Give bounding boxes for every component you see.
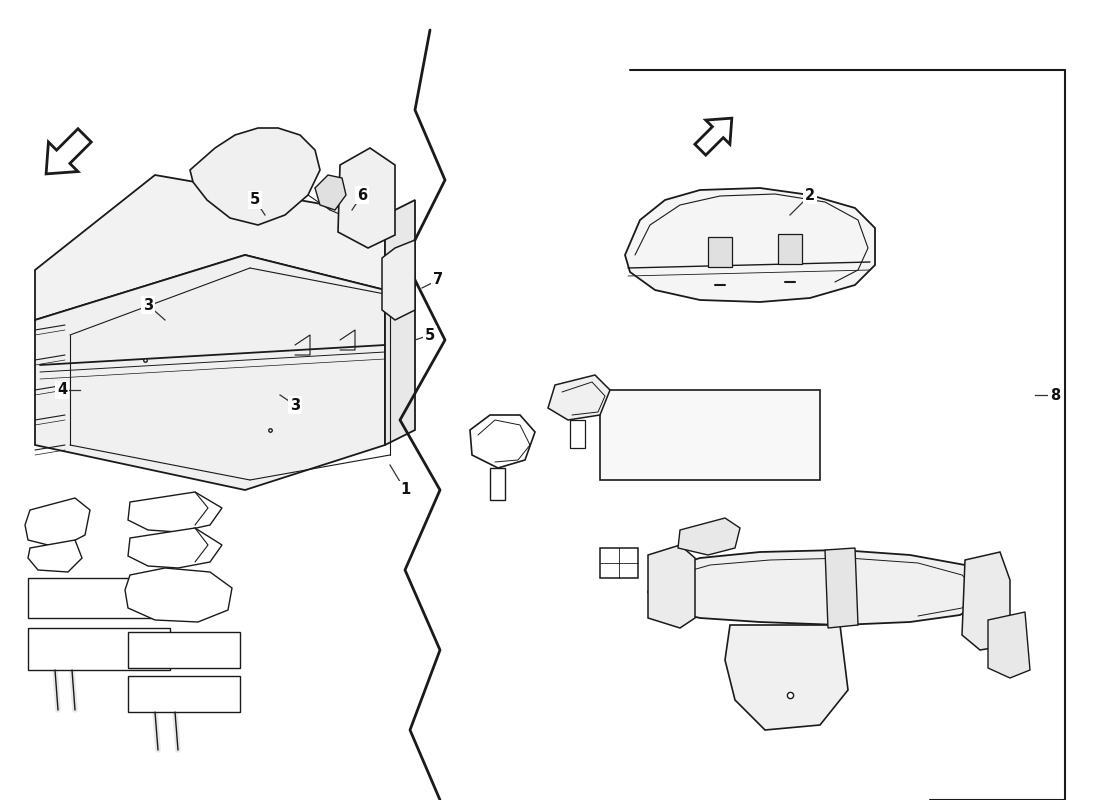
Polygon shape [28, 540, 82, 572]
Polygon shape [678, 518, 740, 555]
Polygon shape [128, 492, 222, 532]
Polygon shape [25, 498, 90, 548]
Polygon shape [600, 548, 638, 578]
Polygon shape [648, 545, 695, 628]
Polygon shape [128, 676, 240, 712]
Polygon shape [600, 390, 820, 480]
Text: 3: 3 [290, 398, 300, 413]
Polygon shape [125, 568, 232, 622]
Polygon shape [382, 240, 415, 320]
Polygon shape [46, 129, 91, 174]
Polygon shape [548, 375, 610, 420]
Text: 2: 2 [805, 187, 815, 202]
Polygon shape [490, 468, 505, 500]
Polygon shape [962, 552, 1010, 650]
Text: 5: 5 [250, 193, 260, 207]
Text: 3: 3 [143, 298, 153, 313]
Polygon shape [338, 148, 395, 248]
Polygon shape [625, 188, 874, 302]
Polygon shape [385, 200, 415, 445]
Text: 8: 8 [1049, 387, 1060, 402]
Polygon shape [778, 234, 802, 264]
Polygon shape [648, 550, 990, 625]
Polygon shape [825, 548, 858, 628]
Polygon shape [35, 175, 385, 320]
Polygon shape [470, 415, 535, 468]
Polygon shape [190, 128, 320, 225]
Text: 6: 6 [356, 187, 367, 202]
Polygon shape [988, 612, 1030, 678]
Polygon shape [28, 578, 170, 618]
Polygon shape [708, 237, 732, 267]
Text: 5: 5 [425, 327, 436, 342]
Polygon shape [315, 175, 346, 210]
Text: 1: 1 [400, 482, 410, 498]
Polygon shape [35, 255, 385, 490]
Polygon shape [128, 632, 240, 668]
Text: 7: 7 [433, 273, 443, 287]
Text: 4: 4 [57, 382, 67, 398]
Polygon shape [695, 118, 732, 155]
Polygon shape [28, 628, 170, 670]
Polygon shape [570, 420, 585, 448]
Polygon shape [128, 528, 222, 568]
Polygon shape [725, 625, 848, 730]
